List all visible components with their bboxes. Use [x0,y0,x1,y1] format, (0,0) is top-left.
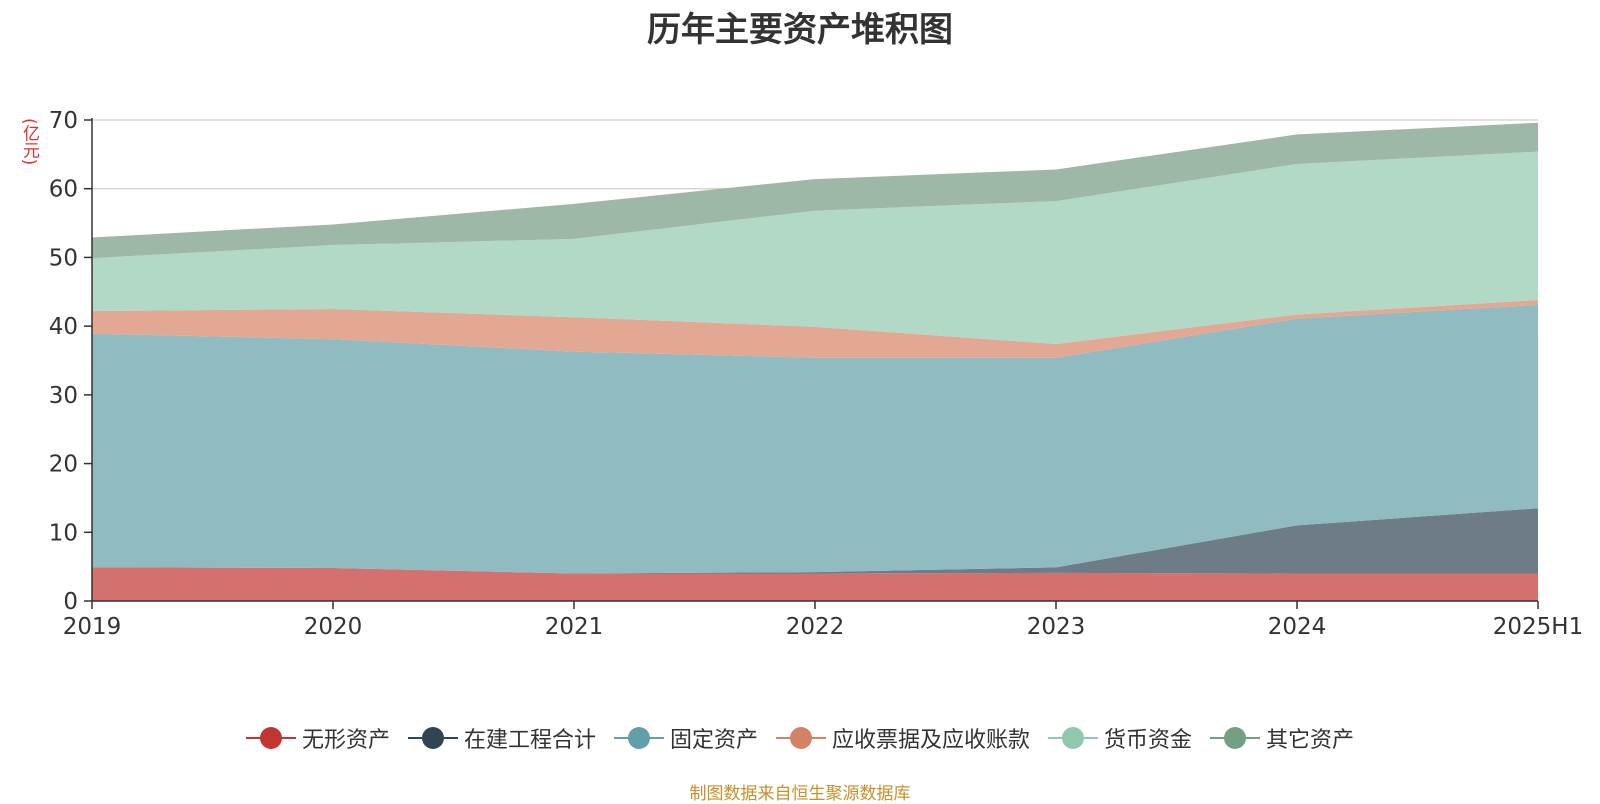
legend-label: 无形资产 [301,728,390,753]
legend-item[interactable]: 货币资金 [1048,722,1192,754]
x-tick-label: 2023 [1027,614,1086,640]
x-tick-label: 2025H1 [1493,614,1583,640]
y-tick-label: 40 [49,314,78,340]
area-2 [92,304,1538,574]
y-tick-label: 50 [49,245,78,271]
legend-label: 货币资金 [1104,728,1193,753]
chart-title: 历年主要资产堆积图 [647,10,953,50]
y-tick-label: 70 [49,108,78,134]
area-0 [92,567,1538,601]
legend-marker-icon [245,727,296,749]
legend-item[interactable]: 固定资产 [613,722,758,754]
legend-label: 其它资产 [1266,728,1355,753]
y-tick-label: 0 [63,589,78,615]
area-5 [92,122,1538,259]
source-note: 制图数据来自恒生聚源数据库 [689,784,911,804]
axes: 0 10 20 30 40 50 60 70 2019 2020 2021 2022 2023 2024 2… [49,108,1584,640]
legend-marker-icon [1048,727,1099,749]
legend-marker-icon [1210,727,1261,749]
area-1 [92,508,1538,574]
legend-marker-icon [776,727,826,749]
legend-item[interactable]: 无形资产 [245,722,390,754]
legend-item[interactable]: 应收票据及应收账款 [776,722,1030,754]
legend-marker-icon [407,727,458,749]
area-3 [92,300,1538,358]
y-axis-unit-label: (亿元) [19,118,39,166]
legend-label: 在建工程合计 [463,728,596,753]
legend-item[interactable]: 其它资产 [1210,722,1354,754]
x-tick-label: 2021 [545,614,604,640]
legend-marker-icon [613,727,664,749]
y-tick-label: 30 [49,383,78,409]
x-tick-label: 2024 [1268,614,1327,640]
legend-item[interactable]: 在建工程合计 [407,722,596,754]
x-tick-label: 2022 [786,614,845,640]
y-tick-label: 10 [49,520,78,546]
legend: 无形资产 在建工程合计 固定资产 应收票据及应收账款 货币资金 其它资产 [0,718,1600,758]
y-tick-label: 20 [49,452,78,478]
legend-label: 固定资产 [669,728,758,753]
y-tick-label: 60 [49,177,78,203]
x-tick-label: 2020 [304,614,363,640]
x-tick-label: 2019 [63,614,122,640]
area-4 [92,151,1538,345]
area-series [92,122,1538,601]
legend-label: 应收票据及应收账款 [832,728,1031,753]
